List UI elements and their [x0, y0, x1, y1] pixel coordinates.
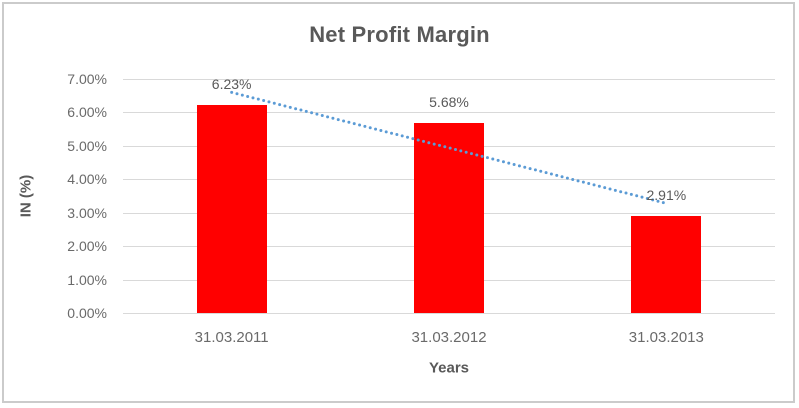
y-tick-label: 6.00%	[67, 104, 107, 121]
x-axis-title: Years	[428, 359, 470, 377]
data-label: 2.91%	[646, 186, 687, 203]
y-tick-label: 3.00%	[67, 204, 107, 221]
y-tick-label: 2.00%	[67, 238, 107, 255]
bar	[414, 123, 484, 313]
data-label: 6.23%	[211, 75, 252, 92]
x-tick-label: 31.03.2012	[411, 329, 487, 346]
y-tick-label: 1.00%	[67, 271, 107, 288]
y-tick-label: 0.00%	[67, 305, 107, 321]
y-tick-label: 5.00%	[67, 137, 107, 154]
y-tick-label: 4.00%	[67, 171, 107, 188]
data-label: 5.68%	[429, 94, 469, 111]
gridline	[123, 313, 775, 314]
y-tick-label: 7.00%	[67, 71, 107, 87]
x-tick-label: 31.03.2011	[194, 329, 269, 346]
chart-title: Net Profit Margin	[309, 22, 490, 47]
x-tick-label: 31.03.2013	[628, 329, 704, 346]
bar	[631, 215, 702, 313]
bar	[196, 104, 267, 313]
